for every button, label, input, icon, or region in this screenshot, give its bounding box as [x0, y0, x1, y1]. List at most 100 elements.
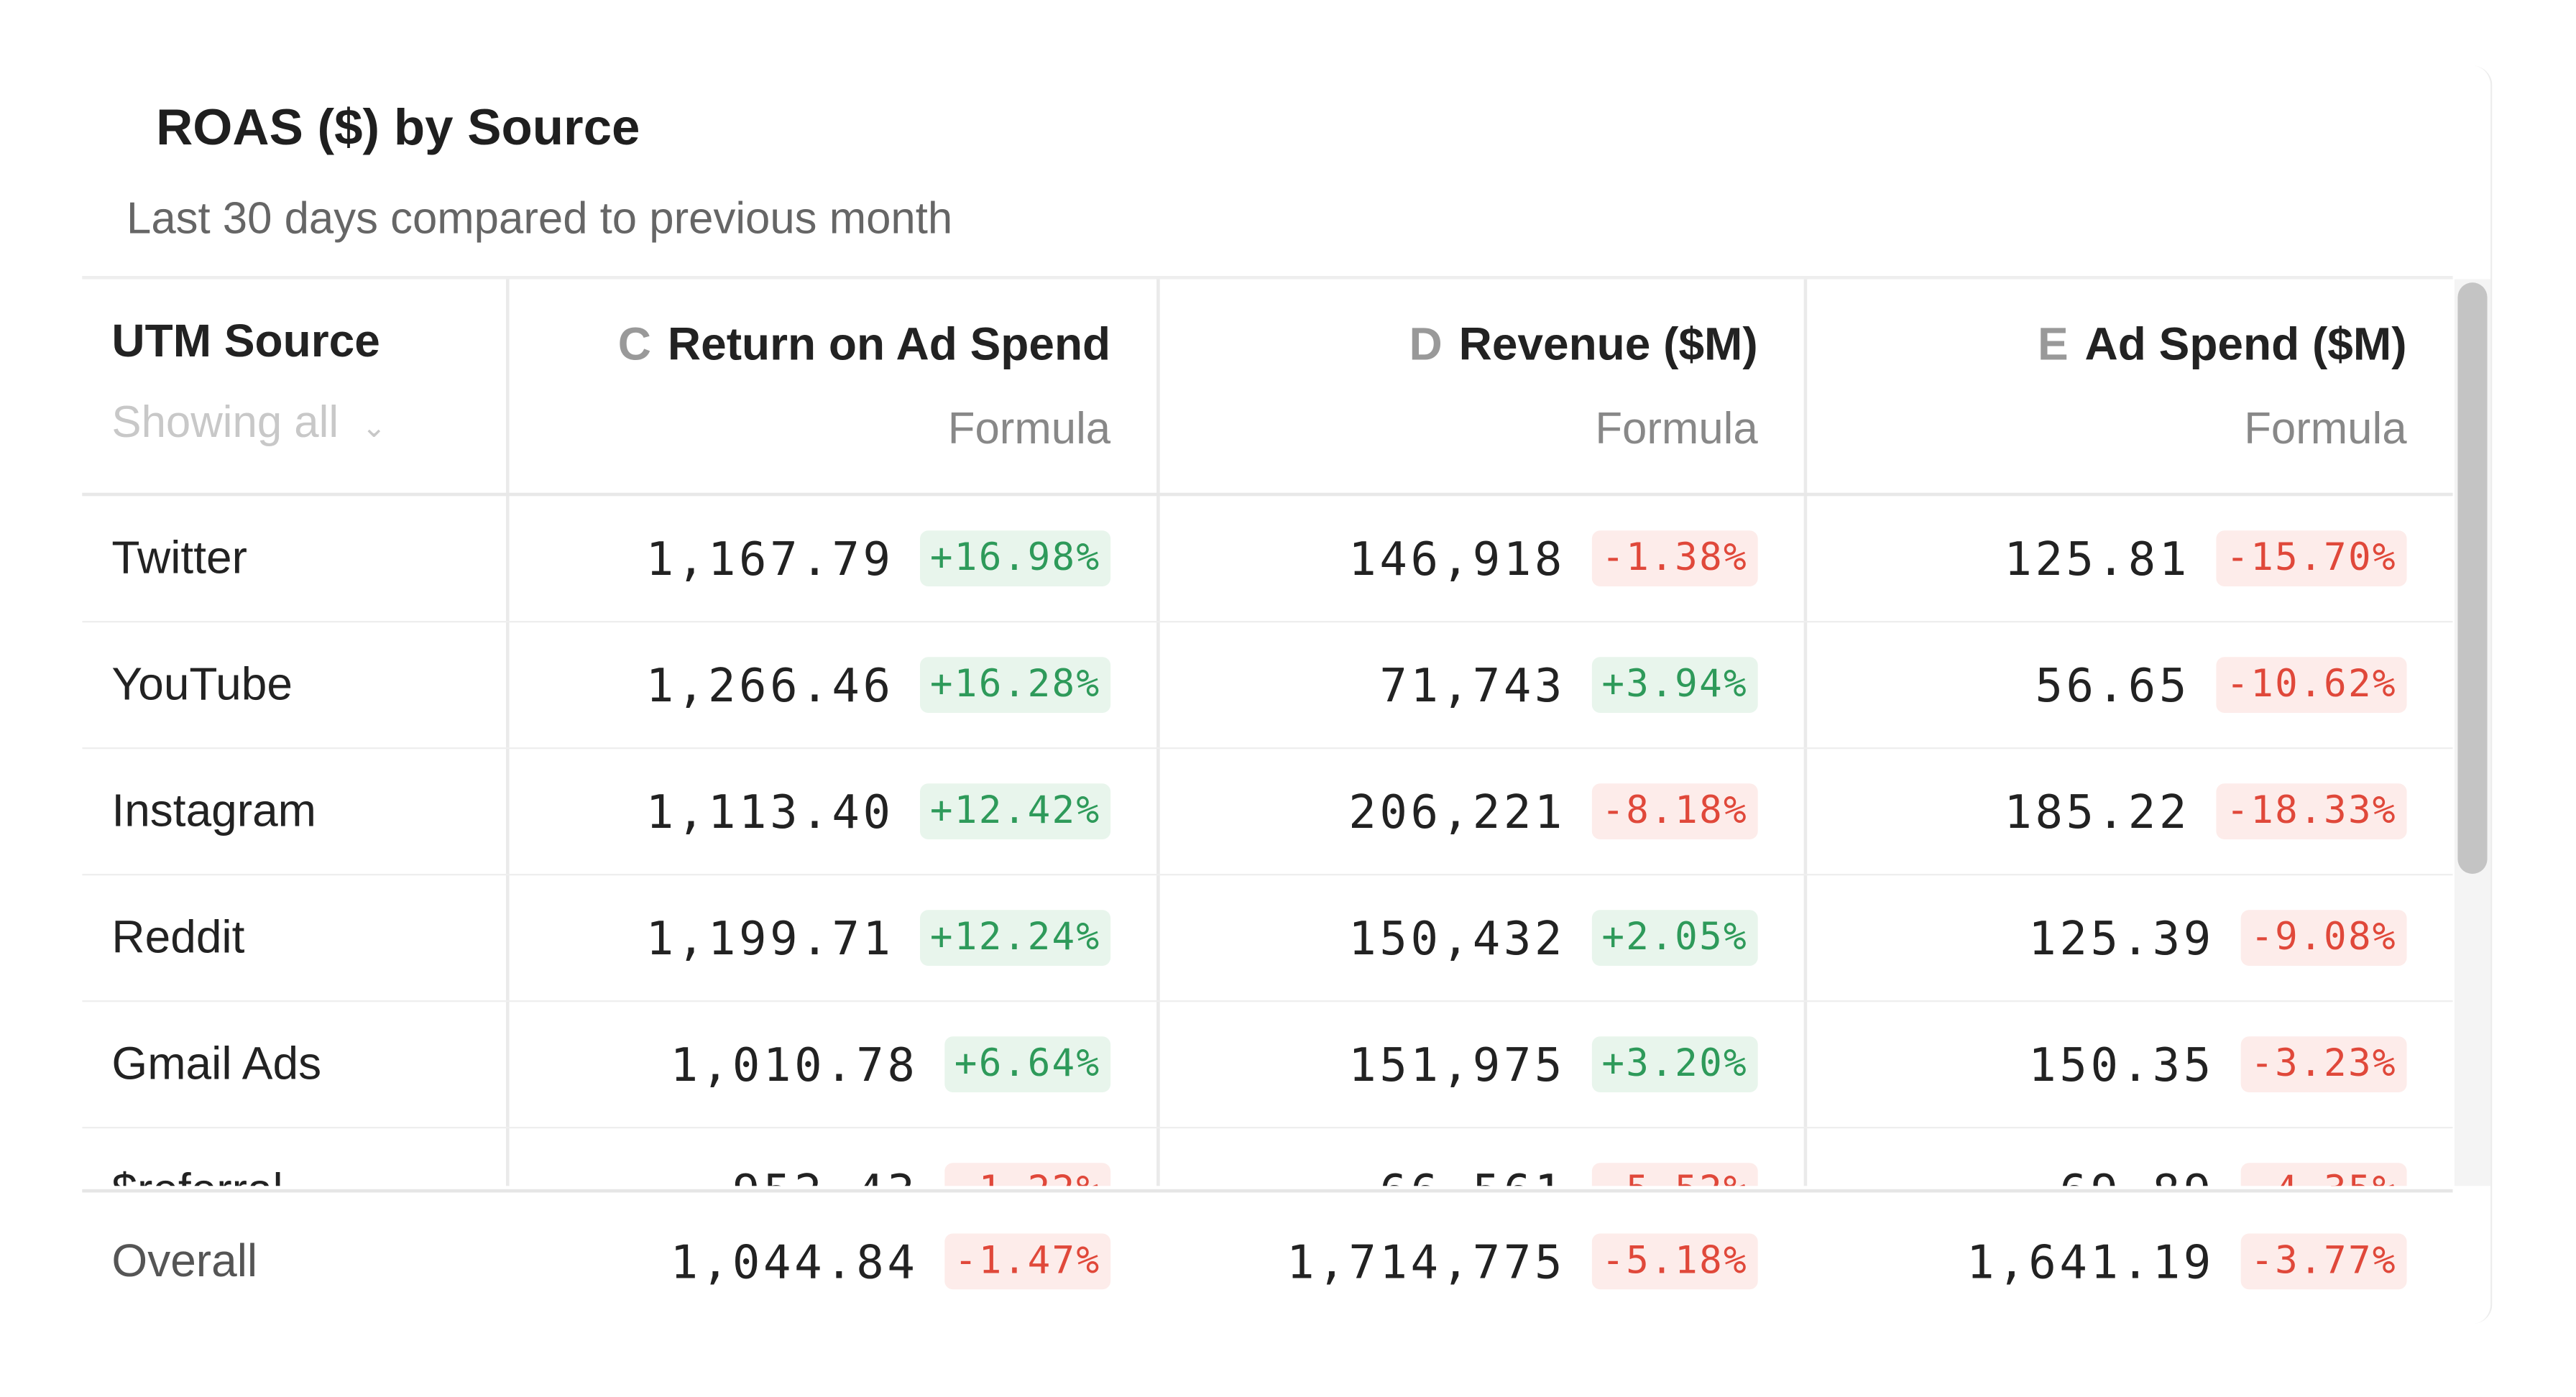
change-badge: +16.98%	[920, 530, 1111, 586]
change-badge: -1.38%	[1591, 530, 1758, 586]
value: 146,918	[1348, 531, 1566, 586]
value: 150.35	[2028, 1037, 2214, 1092]
change-badge: +12.42%	[920, 783, 1111, 839]
cell: 1,167.79 +16.98%	[510, 496, 1157, 621]
change-badge: -5.18%	[1591, 1233, 1758, 1290]
change-badge: +3.20%	[1591, 1036, 1758, 1092]
value: 206,221	[1348, 784, 1566, 839]
cell: 1,266.46 +16.28%	[510, 622, 1157, 747]
column-header[interactable]: D Revenue ($M)	[1158, 318, 1757, 371]
change-badge: +6.64%	[944, 1036, 1111, 1092]
column-letter: C	[617, 318, 652, 370]
column-divider	[505, 279, 510, 1186]
column-letter: E	[2037, 318, 2069, 370]
subtitle: Last 30 days compared to previous month	[126, 193, 953, 244]
cell: 1,113.40 +12.42%	[510, 749, 1157, 874]
change-badge: -3.23%	[2240, 1036, 2407, 1092]
cell: 66,561 -5.52%	[1158, 1128, 1803, 1186]
table-row[interactable]: Instagram 1,113.40 +12.42% 206,221 -8.18% 185…	[82, 749, 2453, 876]
value: 1,010.78	[670, 1037, 919, 1092]
filter-label: Showing all	[111, 397, 339, 447]
cell: 206,221 -8.18%	[1158, 749, 1803, 874]
cell: 69.89 -4.35%	[1806, 1128, 2453, 1186]
table-row[interactable]: Reddit 1,199.71 +12.24% 150,432 +2.05% 125.39…	[82, 875, 2453, 1002]
column-kind: Formula	[1595, 404, 1758, 453]
change-badge: -8.18%	[1591, 783, 1758, 839]
chevron-icon: ⌄	[362, 410, 387, 444]
source-name: YouTube	[111, 658, 293, 710]
change-badge: -9.08%	[2240, 910, 2407, 966]
table: UTM Source Showing all ⌄ C Return on Ad Spen…	[82, 275, 2453, 1327]
change-badge: -4.35%	[2240, 1163, 2407, 1186]
table-row[interactable]: Gmail Ads 1,010.78 +6.64% 151,975 +3.20% 150.…	[82, 1002, 2453, 1129]
column-divider	[1803, 279, 1808, 1186]
column-name: Ad Spend ($M)	[2084, 318, 2407, 370]
value: 66,561	[1379, 1163, 1565, 1186]
change-badge: -3.77%	[2240, 1233, 2407, 1290]
source-name: Instagram	[111, 785, 316, 836]
value: 151,975	[1348, 1037, 1566, 1092]
column-header: UTM Source	[111, 315, 380, 366]
value: 1,266.46	[645, 658, 894, 712]
source-name: Overall	[111, 1235, 258, 1286]
value: 1,044.84	[670, 1234, 919, 1289]
value: 1,167.79	[645, 531, 894, 586]
change-badge: +3.94%	[1591, 657, 1758, 713]
cell: 1,714,775 -5.18%	[1158, 1192, 1803, 1330]
value: 125.81	[2004, 531, 2190, 586]
scrollbar-thumb[interactable]	[2457, 282, 2488, 874]
change-badge: -10.62%	[2216, 657, 2407, 713]
column-kind: Formula	[2244, 404, 2407, 453]
value: 150,432	[1348, 910, 1566, 965]
cell: 952.43 -1.22%	[510, 1128, 1157, 1186]
column-header[interactable]: C Return on Ad Spend	[510, 318, 1111, 371]
cell: 1,010.78 +6.64%	[510, 1002, 1157, 1127]
cell: 151,975 +3.20%	[1158, 1002, 1803, 1127]
cell: 146,918 -1.38%	[1158, 496, 1803, 621]
change-badge: +16.28%	[920, 657, 1111, 713]
header-row: UTM Source Showing all ⌄ C Return on Ad Spen…	[82, 280, 2453, 497]
value: 1,113.40	[645, 784, 894, 839]
table-row[interactable]: YouTube 1,266.46 +16.28% 71,743 +3.94% 56.65-…	[82, 622, 2453, 750]
footer-row: Overall 1,044.84 -1.47% 1,714,775 -5.18% 1,64…	[82, 1189, 2453, 1331]
change-badge: -5.52%	[1591, 1163, 1758, 1186]
cell: 1,044.84 -1.47%	[510, 1192, 1157, 1330]
column-name: Return on Ad Spend	[667, 318, 1111, 370]
cell: 125.39 -9.08%	[1806, 875, 2453, 1000]
source-name: $referral	[111, 1128, 282, 1186]
filter-dropdown[interactable]: Showing all ⌄	[111, 397, 386, 448]
change-badge: -18.33%	[2216, 783, 2407, 839]
column-letter: D	[1409, 318, 1443, 370]
table-row[interactable]: $referral 952.43 -1.22% 66,561 -5.52% 69.89 -4…	[82, 1128, 2452, 1186]
cell: 185.22 -18.33%	[1806, 749, 2453, 874]
value: 185.22	[2004, 784, 2190, 839]
cell: 56.65 -10.62%	[1806, 622, 2453, 747]
cell: 150.35 -3.23%	[1806, 1002, 2453, 1127]
cell: 71,743 +3.94%	[1158, 622, 1803, 747]
source-name: Reddit	[111, 911, 245, 963]
value: 1,199.71	[645, 910, 894, 965]
source-name: Twitter	[111, 532, 247, 584]
cell: 125.81 -15.70%	[1806, 496, 2453, 621]
column-kind: Formula	[947, 404, 1111, 453]
change-badge: -15.70%	[2216, 530, 2407, 586]
rows: Twitter 1,167.79 +16.98% 146,918 -1.38% 125.8…	[82, 496, 2453, 1186]
cell: 150,432 +2.05%	[1158, 875, 1803, 1000]
column-header[interactable]: E Ad Spend ($M)	[1806, 318, 2407, 371]
value: 1,641.19	[1966, 1234, 2214, 1289]
value: 1,714,775	[1287, 1234, 1566, 1289]
value: 125.39	[2028, 910, 2214, 965]
value: 56.65	[2035, 658, 2190, 712]
source-name: Gmail Ads	[111, 1038, 322, 1089]
change-badge: -1.22%	[944, 1163, 1111, 1186]
title: ROAS ($) by Source	[156, 98, 640, 157]
value: 71,743	[1379, 658, 1566, 712]
value: 69.89	[2059, 1163, 2214, 1186]
card	[82, 65, 2493, 1324]
cell: 1,199.71 +12.24%	[510, 875, 1157, 1000]
cell: 1,641.19 -3.77%	[1806, 1192, 2453, 1330]
change-badge: +2.05%	[1591, 910, 1758, 966]
table-row[interactable]: Twitter 1,167.79 +16.98% 146,918 -1.38% 125.8…	[82, 496, 2453, 623]
